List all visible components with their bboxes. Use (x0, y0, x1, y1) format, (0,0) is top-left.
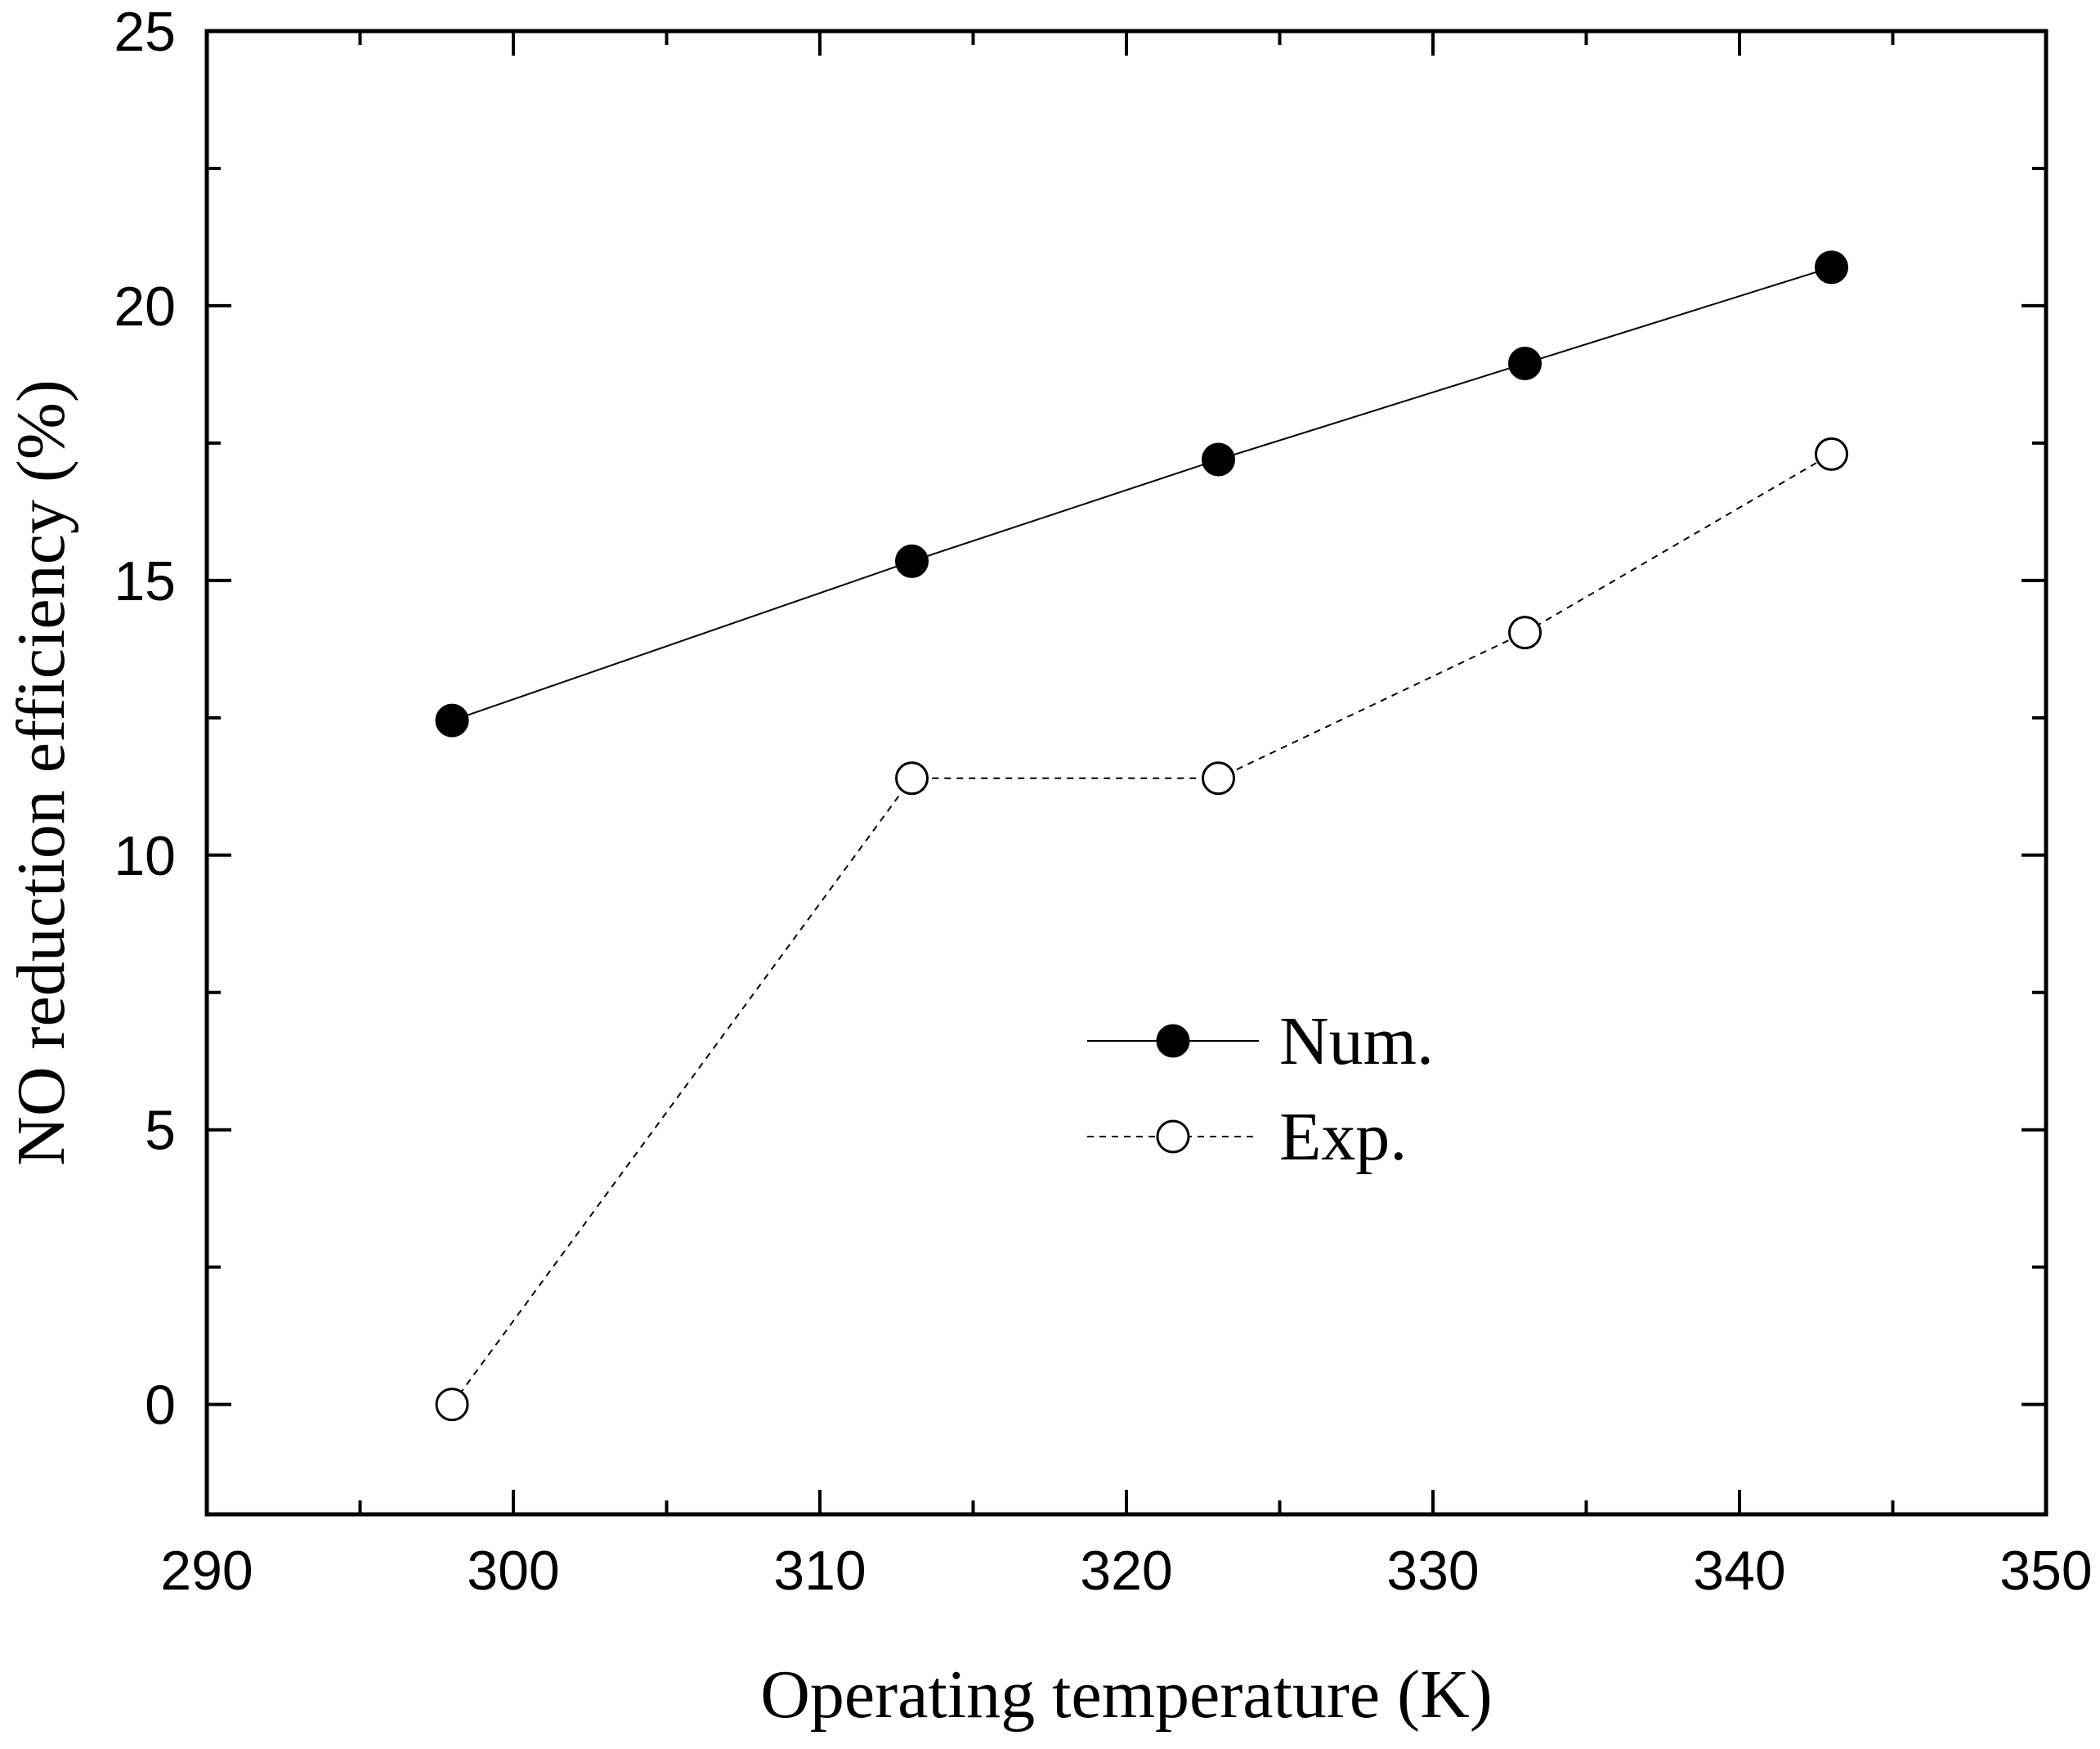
data-point-num (1815, 250, 1848, 285)
y-tick-label: 10 (114, 825, 176, 887)
series-line-exp (451, 453, 1833, 1406)
x-tick-label: 310 (773, 1540, 866, 1602)
x-tick-label: 320 (1080, 1540, 1172, 1602)
series-lines (451, 266, 1833, 1406)
series-line-num (451, 266, 1832, 722)
y-tick-label: 25 (114, 1, 176, 63)
data-points (435, 250, 1848, 1422)
legend-marker-exp (1156, 1119, 1190, 1154)
y-tick-label: 20 (114, 276, 176, 338)
y-tick-label: 15 (114, 550, 176, 612)
data-point-exp (895, 761, 929, 796)
legend: Num. Exp. (1087, 1003, 1434, 1175)
x-axis-title: Operating temperature (K) (760, 1657, 1493, 1733)
data-point-num (1202, 442, 1235, 477)
y-tick-label: 0 (145, 1375, 176, 1437)
data-point-exp (435, 1388, 469, 1422)
legend-label-num: Num. (1279, 1003, 1434, 1079)
axis-ticks (205, 29, 2048, 1514)
data-point-exp (1508, 616, 1542, 650)
legend-label-exp: Exp. (1279, 1099, 1407, 1175)
data-point-exp (1202, 761, 1235, 796)
data-point-exp (1815, 437, 1848, 471)
y-tick-label: 5 (145, 1100, 176, 1162)
x-tick-label: 330 (1386, 1540, 1479, 1602)
data-point-num (435, 703, 469, 738)
x-tick-label: 350 (1999, 1540, 2092, 1602)
y-axis-title: NO reduction efficiency (%) (3, 379, 79, 1166)
legend-marker-num (1156, 1024, 1190, 1058)
tick-labels: 290 300 310 320 330 340 350 0 5 10 15 20 25 (114, 1, 2092, 1602)
x-tick-label: 300 (467, 1540, 559, 1602)
x-tick-label: 340 (1693, 1540, 1785, 1602)
data-point-num (895, 544, 929, 578)
data-point-num (1508, 346, 1542, 380)
x-tick-label: 290 (160, 1540, 253, 1602)
plot-frame (204, 29, 2049, 1517)
